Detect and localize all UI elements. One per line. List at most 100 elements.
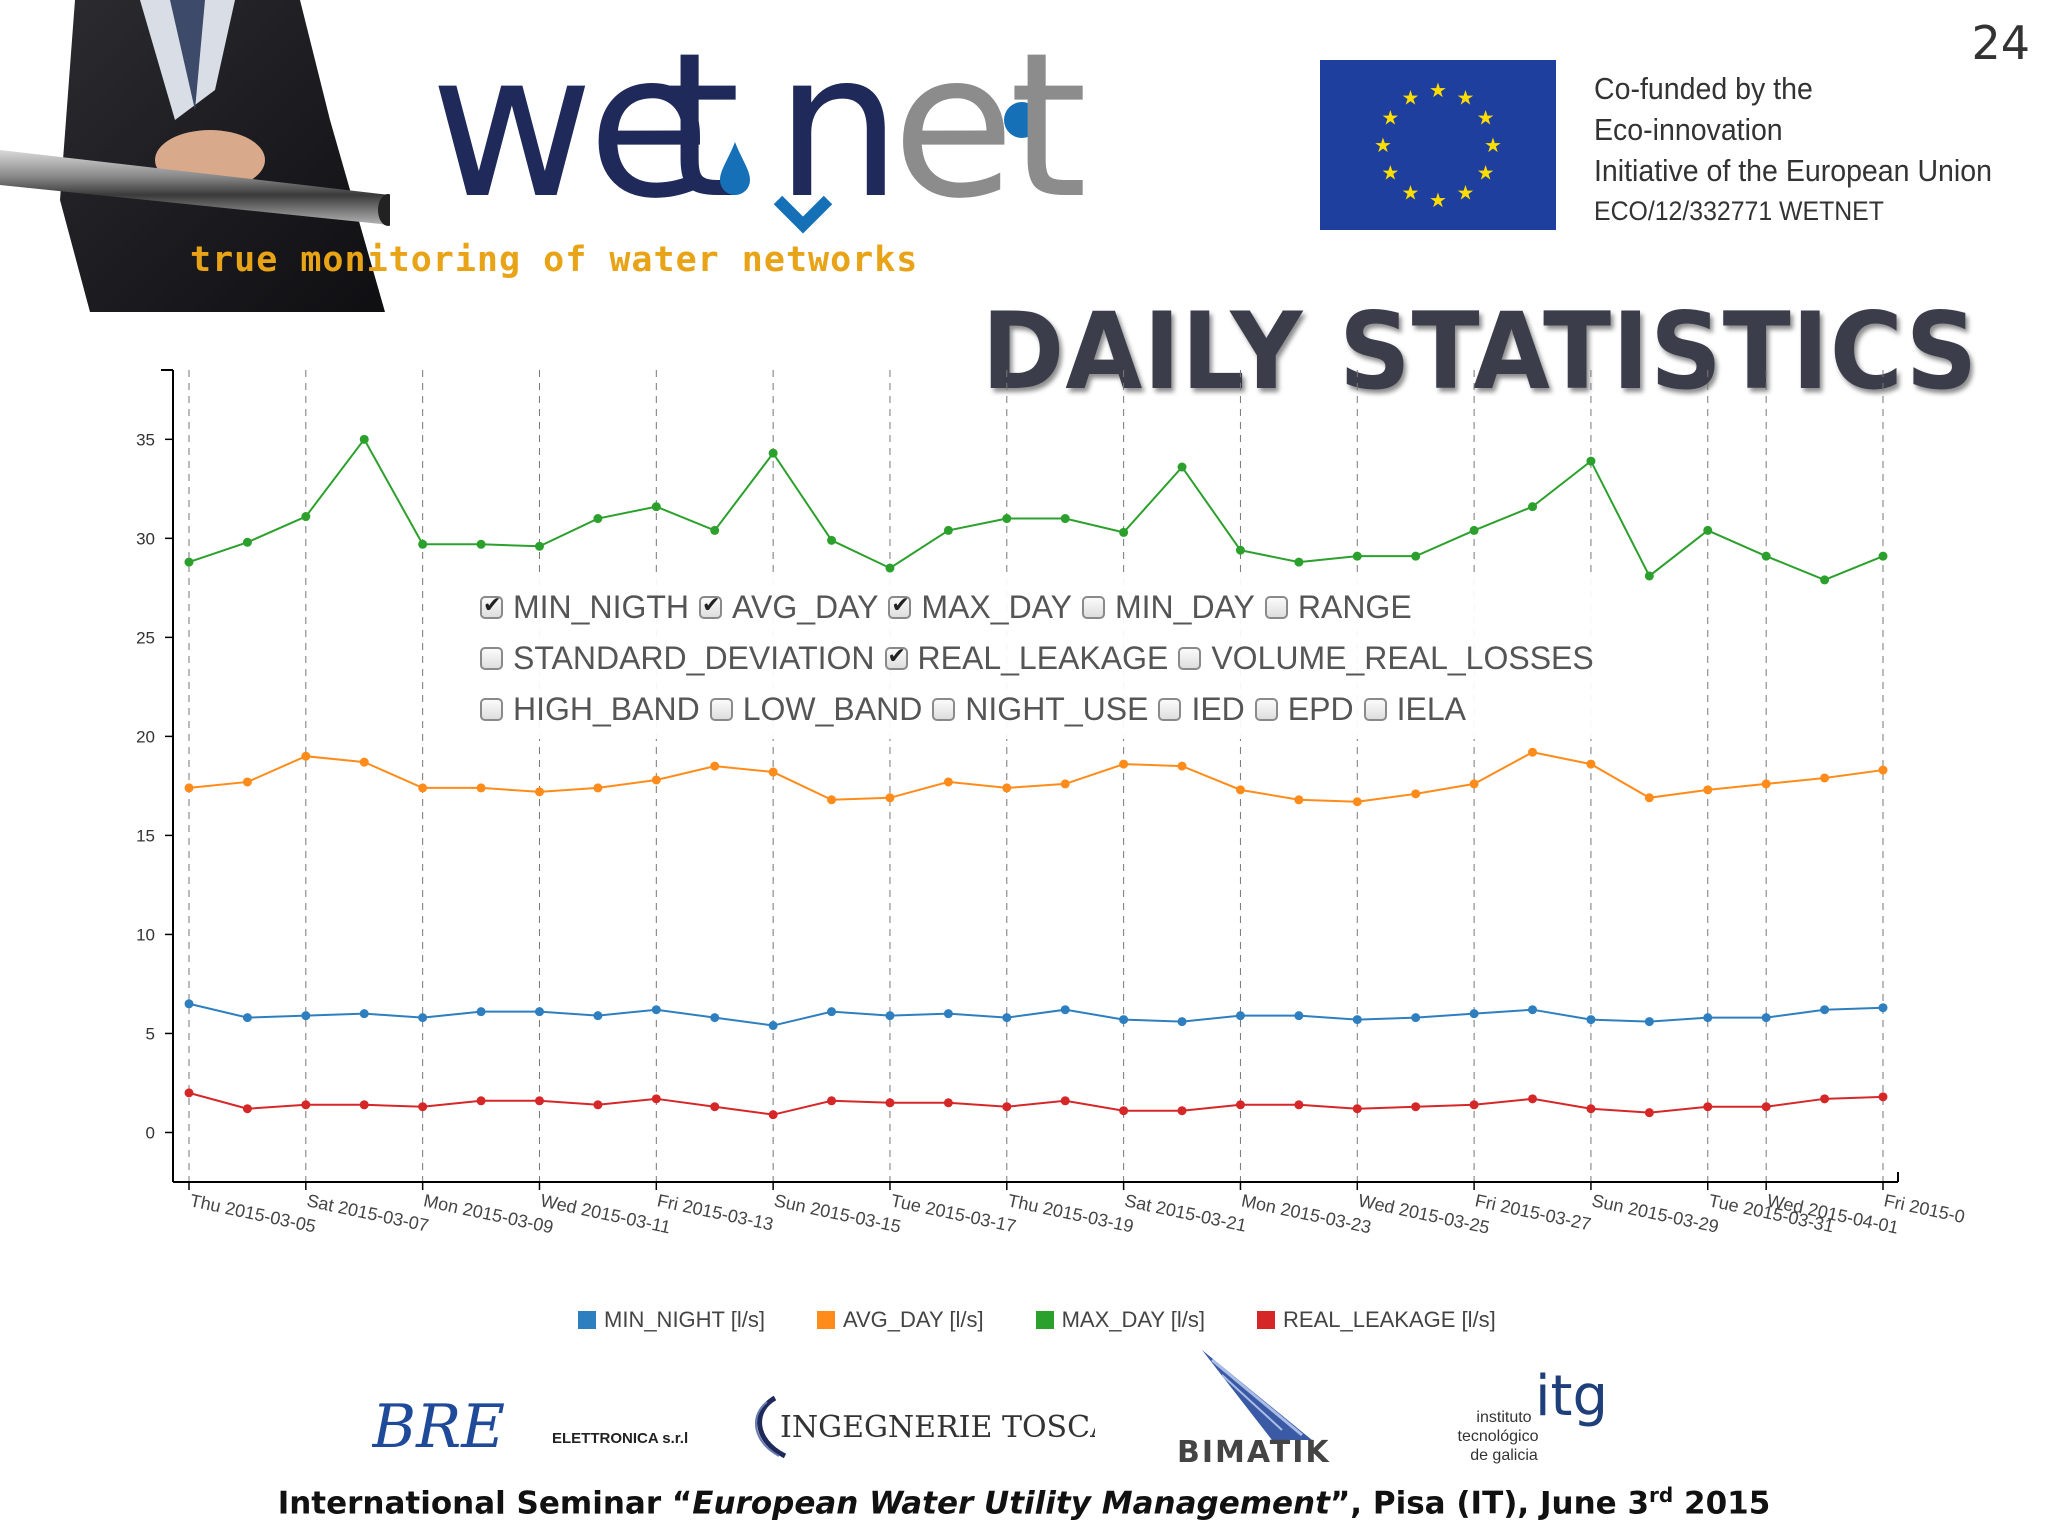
- data-point: [710, 1102, 720, 1112]
- checkbox[interactable]: [1178, 647, 1202, 670]
- toggle-min-day[interactable]: MIN_DAY: [1081, 589, 1255, 626]
- legend-label: MAX_DAY [l/s]: [1061, 1307, 1206, 1332]
- y-tick-label: 30: [136, 529, 155, 548]
- data-point: [476, 1096, 486, 1106]
- checkbox[interactable]: [480, 593, 503, 619]
- toggle-standard-deviation[interactable]: STANDARD_DEVIATION: [480, 640, 875, 677]
- bimatik-logo: BIMATIK: [1177, 1350, 1329, 1470]
- data-point: [1761, 551, 1771, 561]
- data-point: [1060, 514, 1070, 524]
- toggle-iela[interactable]: IELA: [1363, 691, 1466, 728]
- y-tick-label: 5: [146, 1024, 155, 1043]
- toggle-low-band[interactable]: LOW_BAND: [709, 691, 922, 728]
- data-point: [1002, 783, 1012, 793]
- checkbox[interactable]: [480, 698, 503, 721]
- toggle-range[interactable]: RANGE: [1264, 589, 1412, 626]
- data-point: [1119, 527, 1129, 537]
- footer-sup: rd: [1649, 1483, 1674, 1507]
- x-tick-label: Thu 2015-03-05: [188, 1190, 317, 1236]
- data-point: [1820, 575, 1830, 585]
- data-point: [768, 448, 778, 458]
- toggle-label: IELA: [1396, 691, 1466, 727]
- data-point: [1294, 1100, 1304, 1110]
- toggle-epd[interactable]: EPD: [1254, 691, 1354, 728]
- data-point: [827, 1007, 837, 1017]
- toggle-min-nigth[interactable]: MIN_NIGTH: [480, 589, 689, 626]
- data-point: [1820, 773, 1830, 783]
- data-point: [1469, 779, 1479, 789]
- footer-event-name: European Water Utility Management: [692, 1485, 1330, 1522]
- x-tick-label: Wed 2015-04-01: [1765, 1190, 1900, 1237]
- toggle-label: NIGHT_USE: [965, 691, 1149, 727]
- toggle-volume-real-losses[interactable]: VOLUME_REAL_LOSSES: [1178, 640, 1594, 677]
- checkbox[interactable]: [1363, 698, 1387, 721]
- data-point: [184, 557, 194, 567]
- toggle-real-leakage[interactable]: REAL_LEAKAGE: [884, 640, 1168, 677]
- legend-swatch: [1035, 1311, 1054, 1329]
- eu-line: Initiative of the European Union: [1594, 153, 1992, 188]
- data-point: [768, 1021, 778, 1031]
- series-line: [188, 1091, 1884, 1116]
- checkbox[interactable]: [884, 644, 908, 670]
- x-tick-label: Tue 2015-03-17: [889, 1190, 1018, 1236]
- data-point: [1644, 1108, 1654, 1118]
- ingegnerie-name: INGEGNERIE TOSCANE: [780, 1410, 1095, 1445]
- data-point: [1002, 1102, 1012, 1112]
- data-point: [1761, 1102, 1771, 1112]
- checkbox[interactable]: [888, 593, 912, 619]
- data-point: [359, 757, 369, 767]
- y-tick-label: 35: [136, 430, 155, 449]
- data-point: [1294, 557, 1304, 567]
- data-point: [943, 525, 953, 535]
- data-point: [1469, 1009, 1479, 1019]
- series-toggle-panel: MIN_NIGTH AVG_DAY MAX_DAY MIN_DAY RANGE STAND…: [474, 578, 1636, 739]
- data-point: [943, 777, 953, 787]
- data-point: [1177, 462, 1187, 472]
- eu-star-icon: ★: [1402, 181, 1420, 205]
- toggle-label: IED: [1191, 691, 1245, 727]
- checkbox[interactable]: [1158, 698, 1182, 721]
- legend-label: MIN_NIGHT [l/s]: [604, 1307, 765, 1332]
- checkbox[interactable]: [480, 647, 503, 670]
- data-point: [1761, 1013, 1771, 1023]
- data-point: [1352, 797, 1362, 807]
- svg-text:et: et: [892, 20, 1083, 243]
- checkbox[interactable]: [932, 698, 956, 721]
- data-point: [476, 539, 486, 549]
- x-tick-label: Sun 2015-03-15: [772, 1190, 902, 1236]
- data-point: [1411, 1102, 1421, 1112]
- x-tick-label: Thu 2015-03-19: [1006, 1190, 1135, 1236]
- toggle-avg-day[interactable]: AVG_DAY: [699, 589, 878, 626]
- data-point: [1644, 571, 1654, 581]
- pipe-photo: [0, 0, 390, 312]
- data-point: [1002, 1013, 1012, 1023]
- data-point: [1002, 514, 1012, 524]
- checkbox[interactable]: [1254, 698, 1278, 721]
- eu-star-icon: ★: [1374, 133, 1392, 157]
- data-point: [1586, 759, 1596, 769]
- series-line: [188, 1002, 1884, 1027]
- data-point: [1411, 1013, 1421, 1023]
- checkbox[interactable]: [1081, 596, 1105, 619]
- data-point: [1060, 779, 1070, 789]
- toggle-night-use[interactable]: NIGHT_USE: [932, 691, 1148, 728]
- data-point: [476, 1007, 486, 1017]
- data-point: [1177, 761, 1187, 771]
- checkbox[interactable]: [1264, 596, 1288, 619]
- toggle-max-day[interactable]: MAX_DAY: [888, 589, 1072, 626]
- eu-funding-note: Co-funded by the Eco-innovation Initiati…: [1594, 68, 1992, 232]
- data-point: [1703, 525, 1713, 535]
- data-point: [534, 787, 544, 797]
- data-point: [768, 767, 778, 777]
- data-point: [1352, 1015, 1362, 1025]
- data-point: [534, 1007, 544, 1017]
- footer-event: International Seminar “European Water Ut…: [0, 1483, 2048, 1521]
- data-point: [359, 1100, 369, 1110]
- toggle-ied[interactable]: IED: [1158, 691, 1245, 728]
- toggle-label: MAX_DAY: [921, 589, 1072, 625]
- toggle-high-band[interactable]: HIGH_BAND: [480, 691, 700, 728]
- checkbox[interactable]: [709, 698, 733, 721]
- checkbox[interactable]: [699, 593, 722, 619]
- legend-item: REAL_LEAKAGE [l/s]: [1257, 1307, 1496, 1333]
- data-point: [593, 783, 603, 793]
